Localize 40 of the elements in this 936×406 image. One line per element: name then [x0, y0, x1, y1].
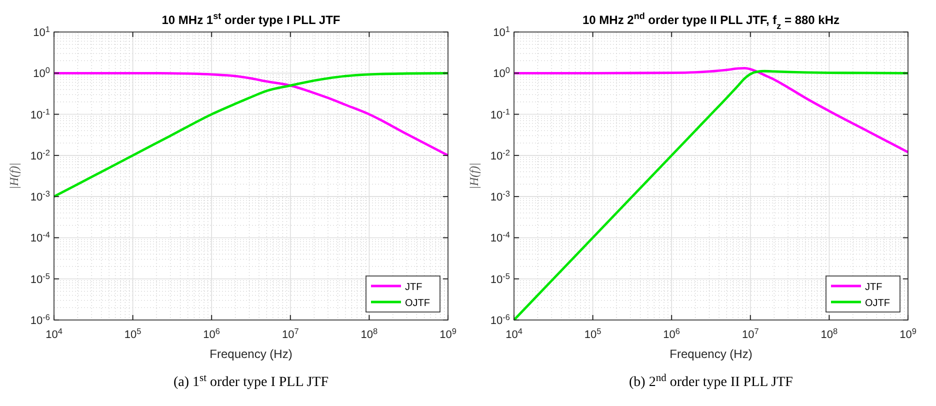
x-tick-label: 10$^{9}$	[440, 326, 457, 341]
legend-label: OJTF	[405, 298, 430, 309]
y-tick-label: 10$^{0}$	[33, 66, 50, 80]
x-tick-label: 10$^{5}$	[584, 326, 602, 341]
y-tick-label: 10$^{-6}$	[490, 312, 510, 327]
y-tick-label: 10$^{-1}$	[490, 106, 510, 122]
x-tick-label: 10$^{6}$	[203, 326, 220, 341]
x-tick-label: 10$^{5}$	[124, 326, 142, 341]
x-tick-label: 10$^{4}$	[506, 326, 523, 341]
x-tick-label: 10$^{8}$	[820, 326, 838, 341]
x-tick-label: 10$^{4}$	[46, 326, 63, 341]
y-tick-label: 10$^{-3}$	[490, 189, 510, 204]
y-axis-title: |H(f)|	[7, 162, 21, 190]
y-axis-title: |H(f)|	[467, 162, 481, 190]
x-tick-label: 10$^{6}$	[663, 326, 680, 341]
y-tick-label: 10$^{1}$	[493, 24, 510, 39]
x-tick-label: 10$^{7}$	[282, 326, 300, 341]
y-tick-label: 10$^{0}$	[493, 66, 510, 80]
y-tick-label: 10$^{-6}$	[30, 312, 50, 327]
text: (a) 1$^{st}$ order type I PLL JTF	[173, 372, 329, 390]
chart-title: 10 MHz 1$^{st}$ order type I PLL JTF	[162, 11, 340, 27]
legend-label: JTF	[405, 282, 422, 293]
y-tick-label: 10$^{-4}$	[490, 230, 510, 245]
x-tick-label: 10$^{9}$	[900, 326, 917, 341]
text: (b) 2$^{nd}$ order type II PLL JTF	[629, 372, 794, 390]
y-tick-label: 10$^{1}$	[33, 24, 50, 39]
y-tick-label: 10$^{-2}$	[490, 148, 510, 162]
chart-title: 10 MHz 2$^{nd}$ order type II PLL JTF, f$_{z}$ = 880 kHz	[582, 11, 840, 31]
y-tick-label: 10$^{-5}$	[490, 271, 510, 286]
y-tick-label: 10$^{-4}$	[30, 230, 50, 245]
y-tick-label: 10$^{-3}$	[30, 189, 50, 204]
x-axis-title: Frequency (Hz)	[670, 347, 752, 361]
legend-label: JTF	[865, 282, 882, 293]
legend-label: OJTF	[865, 298, 890, 309]
y-tick-label: 10$^{-2}$	[30, 148, 50, 162]
y-tick-label: 10$^{-1}$	[30, 106, 50, 122]
x-axis-title: Frequency (Hz)	[210, 347, 292, 361]
x-tick-label: 10$^{7}$	[742, 326, 760, 341]
y-tick-label: 10$^{-5}$	[30, 271, 50, 286]
x-tick-label: 10$^{8}$	[360, 326, 378, 341]
